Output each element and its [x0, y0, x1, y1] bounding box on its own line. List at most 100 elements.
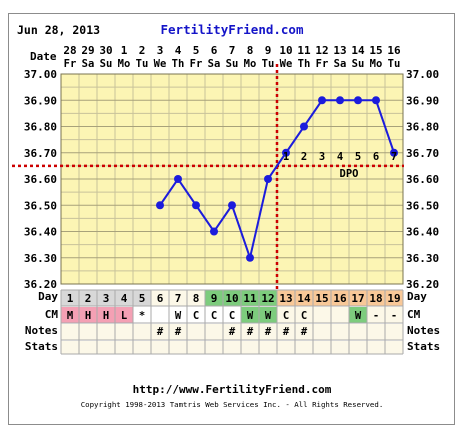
- date-number: 1: [121, 44, 128, 57]
- y-tick-label-right: 36.80: [406, 121, 439, 134]
- notes-cell: [97, 324, 115, 340]
- day-cell: [241, 290, 259, 306]
- date-weekday: Th: [172, 58, 185, 70]
- notes-cell: [349, 324, 367, 340]
- temperature-point: [372, 96, 380, 105]
- date-weekday: Tu: [262, 58, 275, 70]
- day-cell: [205, 290, 223, 306]
- day-cell: [385, 290, 403, 306]
- cm-cell: [133, 307, 151, 323]
- note-marker: #: [175, 326, 182, 338]
- cycle-day-number: 13: [279, 292, 292, 305]
- cm-value: W: [247, 310, 254, 322]
- date-number: 2: [139, 44, 146, 57]
- grid-lines: [60, 73, 404, 355]
- cm-cell: [97, 307, 115, 323]
- reference-lines: [12, 64, 404, 290]
- y-tick-label-right: 36.40: [406, 226, 439, 239]
- date-weekday: Tu: [388, 58, 401, 70]
- cm-cell: [277, 307, 295, 323]
- dpo-label: DPO: [340, 168, 359, 180]
- cm-cell: [205, 307, 223, 323]
- temperature-point: [210, 227, 218, 236]
- date-number: 30: [99, 44, 112, 57]
- note-marker: #: [229, 326, 236, 338]
- date-weekday: We: [280, 58, 293, 70]
- temperature-point: [156, 201, 164, 210]
- date-number: 11: [297, 44, 311, 57]
- stats-cell: [97, 341, 115, 354]
- temperature-point: [354, 96, 362, 105]
- notes-cell: [259, 324, 277, 340]
- dpo-number: 6: [373, 151, 379, 163]
- cycle-day-number: 6: [157, 292, 164, 305]
- stats-cell: [349, 341, 367, 354]
- date-weekday: Fr: [64, 58, 77, 70]
- stats-cell: [133, 341, 151, 354]
- day-cell: [169, 290, 187, 306]
- date-weekday: Th: [298, 58, 311, 70]
- date-number: 10: [279, 44, 292, 57]
- y-tick-label-right: 36.20: [406, 278, 439, 291]
- date-number: 13: [333, 44, 346, 57]
- cycle-day-number: 19: [387, 292, 400, 305]
- cm-value: C: [283, 310, 289, 322]
- y-tick-label-right: 36.90: [406, 94, 439, 107]
- chart-text: 28Fr29Sa30Su1Mo2Tu3We4Th5Fr6Sa7Su8Mo9Tu1…: [24, 44, 439, 338]
- notes-cell: [223, 324, 241, 340]
- stats-cell: [115, 341, 133, 354]
- date-number: 14: [351, 44, 365, 57]
- temperature-point: [318, 96, 326, 105]
- temperature-point: [282, 148, 290, 157]
- cm-value: L: [121, 310, 127, 322]
- date-number: 3: [157, 44, 164, 57]
- cm-value: -: [391, 310, 397, 322]
- date-weekday: Mo: [244, 58, 257, 70]
- y-tick-label-right: 36.30: [406, 252, 439, 265]
- date-number: 8: [247, 44, 254, 57]
- footer-copyright: Copyright 1998-2013 Tamtris Web Services…: [81, 400, 384, 409]
- cm-cell: [259, 307, 277, 323]
- dpo-number: 7: [391, 151, 397, 163]
- cm-value: -: [373, 310, 379, 322]
- cycle-day-number: 10: [225, 292, 238, 305]
- temperature-point: [336, 96, 344, 105]
- temperature-point: [264, 175, 272, 183]
- notes-row-label-left: Notes: [25, 324, 58, 337]
- day-row-label-right: Day: [407, 290, 427, 303]
- y-tick-label-right: 36.50: [406, 199, 439, 212]
- stats-row-label-right: Stats: [407, 340, 440, 353]
- y-tick-label-right: 36.70: [406, 147, 439, 160]
- day-cell: [349, 290, 367, 306]
- y-tick-label: 36.30: [24, 252, 57, 265]
- cm-value: W: [355, 310, 362, 322]
- day-row-label-left: Day: [38, 290, 58, 303]
- note-marker: #: [157, 326, 164, 338]
- notes-cell: [151, 324, 169, 340]
- cm-cell: [295, 307, 313, 323]
- stats-cell: [169, 341, 187, 354]
- chart-date: Jun 28, 2013: [17, 23, 100, 37]
- dpo-number: 1: [283, 151, 289, 163]
- cm-cell: [223, 307, 241, 323]
- notes-cell: [79, 324, 97, 340]
- y-tick-label: 36.40: [24, 226, 57, 239]
- notes-cell: [241, 324, 259, 340]
- y-tick-label: 36.50: [24, 199, 57, 212]
- temperature-point: [174, 175, 182, 183]
- cm-value: C: [301, 310, 307, 322]
- day-cell: [97, 290, 115, 306]
- date-number: 6: [211, 44, 218, 57]
- notes-cell: [295, 324, 313, 340]
- footer-url: http://www.FertilityFriend.com: [133, 383, 332, 396]
- cm-value: M: [67, 310, 73, 322]
- notes-cell: [169, 324, 187, 340]
- cycle-day-number: 18: [369, 292, 382, 305]
- date-number: 15: [369, 44, 382, 57]
- dpo-number: 3: [319, 151, 325, 163]
- cm-cell: [169, 307, 187, 323]
- temperature-point: [390, 148, 398, 157]
- cm-cell: [241, 307, 259, 323]
- cycle-day-number: 14: [297, 292, 311, 305]
- y-tick-label: 36.70: [24, 147, 57, 160]
